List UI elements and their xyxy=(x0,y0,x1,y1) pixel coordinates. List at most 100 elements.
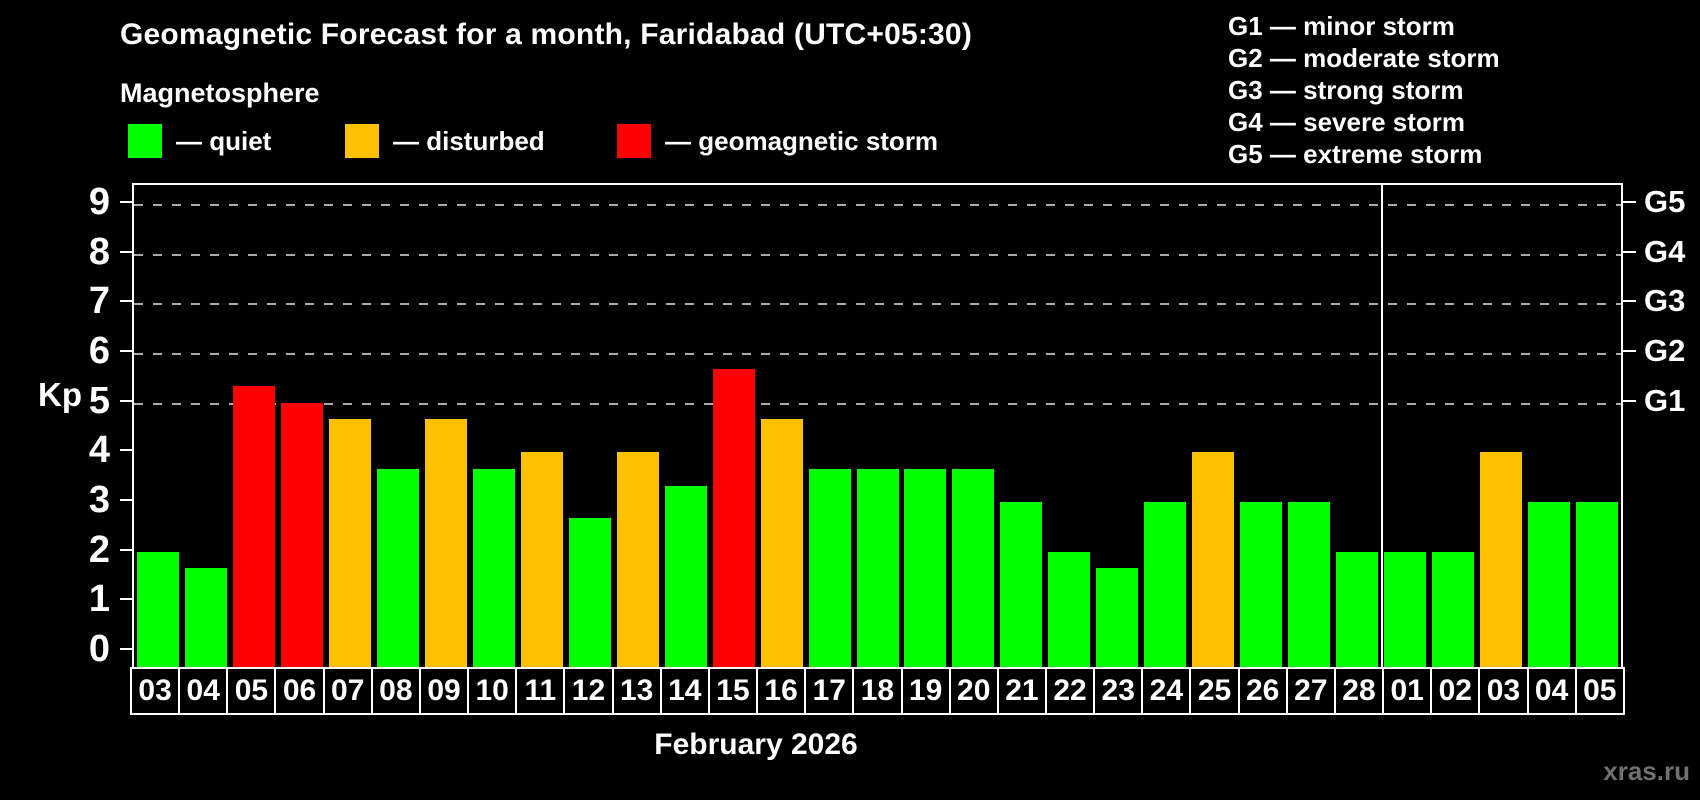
y-tick-8 xyxy=(120,250,133,253)
gridline-kp9 xyxy=(134,203,1621,206)
bar-day-24-quiet xyxy=(1144,502,1187,667)
bar-slot-23 xyxy=(1093,185,1141,667)
bar-slot-19 xyxy=(902,185,950,667)
y-tick-1 xyxy=(120,598,133,601)
month-separator-line xyxy=(1381,185,1384,667)
y-tick-5 xyxy=(120,399,133,402)
y-tick-0 xyxy=(120,648,133,650)
bar-day-12-quiet xyxy=(568,518,611,667)
g-legend-line-1: G1 — minor storm xyxy=(1228,11,1455,41)
g-legend-line-4: G4 — severe storm xyxy=(1228,107,1466,137)
day-label-feb-09: 09 xyxy=(418,667,470,715)
g-scale-legend: G1 — minor storm G2 — moderate storm G3 — … xyxy=(1228,10,1500,170)
bar-slot-12 xyxy=(566,185,614,667)
y-tick-label-8: 8 xyxy=(88,230,110,273)
bar-slot-07 xyxy=(326,185,374,667)
day-label-mar-01: 01 xyxy=(1382,667,1433,715)
bar-day-02-quiet xyxy=(1432,551,1475,667)
y-tick-label-7: 7 xyxy=(88,280,110,323)
day-label-feb-23: 23 xyxy=(1093,667,1144,715)
bar-slot-04 xyxy=(182,185,230,667)
bar-day-08-quiet xyxy=(376,468,419,667)
y-tick-3 xyxy=(120,498,133,501)
right-tick-G3 xyxy=(1623,300,1636,303)
x-axis-title: February 2026 xyxy=(654,728,858,761)
bar-day-03-disturbed xyxy=(1480,452,1523,667)
bar-slot-15 xyxy=(710,185,758,667)
day-label-feb-22: 22 xyxy=(1044,667,1096,715)
bar-day-20-quiet xyxy=(952,468,995,667)
day-label-feb-24: 24 xyxy=(1141,667,1192,715)
bar-slot-05 xyxy=(1573,185,1621,667)
bar-slot-25 xyxy=(1189,185,1237,667)
day-label-feb-13: 13 xyxy=(611,667,662,715)
bar-slot-17 xyxy=(806,185,854,667)
y-tick-label-1: 1 xyxy=(88,578,110,621)
day-label-feb-25: 25 xyxy=(1189,667,1240,715)
day-label-feb-11: 11 xyxy=(515,667,566,715)
y-tick-4 xyxy=(120,449,133,452)
bar-slot-10 xyxy=(470,185,518,667)
g-legend-line-5: G5 — extreme storm xyxy=(1228,139,1483,169)
legend-item-storm: — geomagnetic storm xyxy=(617,124,938,158)
bar-slot-14 xyxy=(662,185,710,667)
g-legend-line-2: G2 — moderate storm xyxy=(1228,43,1500,73)
bar-day-23-quiet xyxy=(1096,568,1139,667)
bar-day-28-quiet xyxy=(1336,551,1379,667)
bar-day-04-quiet xyxy=(1528,502,1571,667)
right-tick-G4 xyxy=(1623,250,1636,253)
right-tick-G1 xyxy=(1623,399,1636,402)
day-label-feb-10: 10 xyxy=(467,667,518,715)
day-label-feb-05: 05 xyxy=(226,667,277,715)
bar-slot-05 xyxy=(230,185,278,667)
legend-swatch-quiet-icon xyxy=(128,124,162,158)
gridline-kp8 xyxy=(134,253,1621,256)
day-label-feb-26: 26 xyxy=(1237,667,1288,715)
day-label-mar-05: 05 xyxy=(1574,667,1625,715)
bar-day-06-storm xyxy=(280,402,323,667)
day-label-feb-14: 14 xyxy=(659,667,710,715)
day-label-feb-21: 21 xyxy=(996,667,1047,715)
y-tick-label-5: 5 xyxy=(88,379,110,422)
bar-slot-27 xyxy=(1285,185,1333,667)
y-tick-label-9: 9 xyxy=(88,180,110,223)
day-label-feb-28: 28 xyxy=(1333,667,1385,715)
bars-container xyxy=(134,185,1621,667)
day-label-feb-06: 06 xyxy=(274,667,325,715)
bar-slot-03 xyxy=(1477,185,1525,667)
y-tick-label-6: 6 xyxy=(88,329,110,372)
bar-day-16-disturbed xyxy=(760,419,803,667)
bar-day-22-quiet xyxy=(1048,551,1091,667)
legend-swatch-storm-icon xyxy=(617,124,651,158)
day-label-feb-27: 27 xyxy=(1285,667,1336,715)
chart-subtitle: Magnetosphere xyxy=(120,78,320,108)
bar-slot-16 xyxy=(758,185,806,667)
bar-day-15-storm xyxy=(712,369,755,667)
y-tick-label-0: 0 xyxy=(88,628,110,670)
right-tick-G2 xyxy=(1623,349,1636,352)
day-label-feb-17: 17 xyxy=(804,667,855,715)
gridline-kp7 xyxy=(134,303,1621,306)
y-axis-title: Kp xyxy=(38,376,82,413)
x-axis-day-labels: 03 04 05 06 07 08 09 10 11 12 13 14 15 16 17 18 19 20 21 22… xyxy=(130,667,1625,715)
bar-day-09-disturbed xyxy=(424,419,467,667)
day-label-feb-19: 19 xyxy=(900,667,951,715)
y-tick-9 xyxy=(120,200,133,203)
bar-slot-13 xyxy=(614,185,662,667)
bar-day-11-disturbed xyxy=(520,452,563,667)
bar-slot-18 xyxy=(854,185,902,667)
bar-day-25-disturbed xyxy=(1192,452,1235,667)
y-tick-6 xyxy=(120,349,133,352)
y-tick-label-2: 2 xyxy=(88,528,110,571)
y-tick-2 xyxy=(120,548,133,551)
legend-swatch-disturbed-icon xyxy=(345,124,379,158)
y-tick-label-4: 4 xyxy=(88,429,110,472)
day-label-feb-18: 18 xyxy=(852,667,903,715)
bar-day-05-quiet xyxy=(1576,502,1619,667)
legend-label-disturbed: — disturbed xyxy=(393,125,545,156)
bar-slot-04 xyxy=(1525,185,1573,667)
day-label-feb-20: 20 xyxy=(948,667,999,715)
bar-day-10-quiet xyxy=(472,468,515,667)
y-tick-label-3: 3 xyxy=(88,478,110,521)
